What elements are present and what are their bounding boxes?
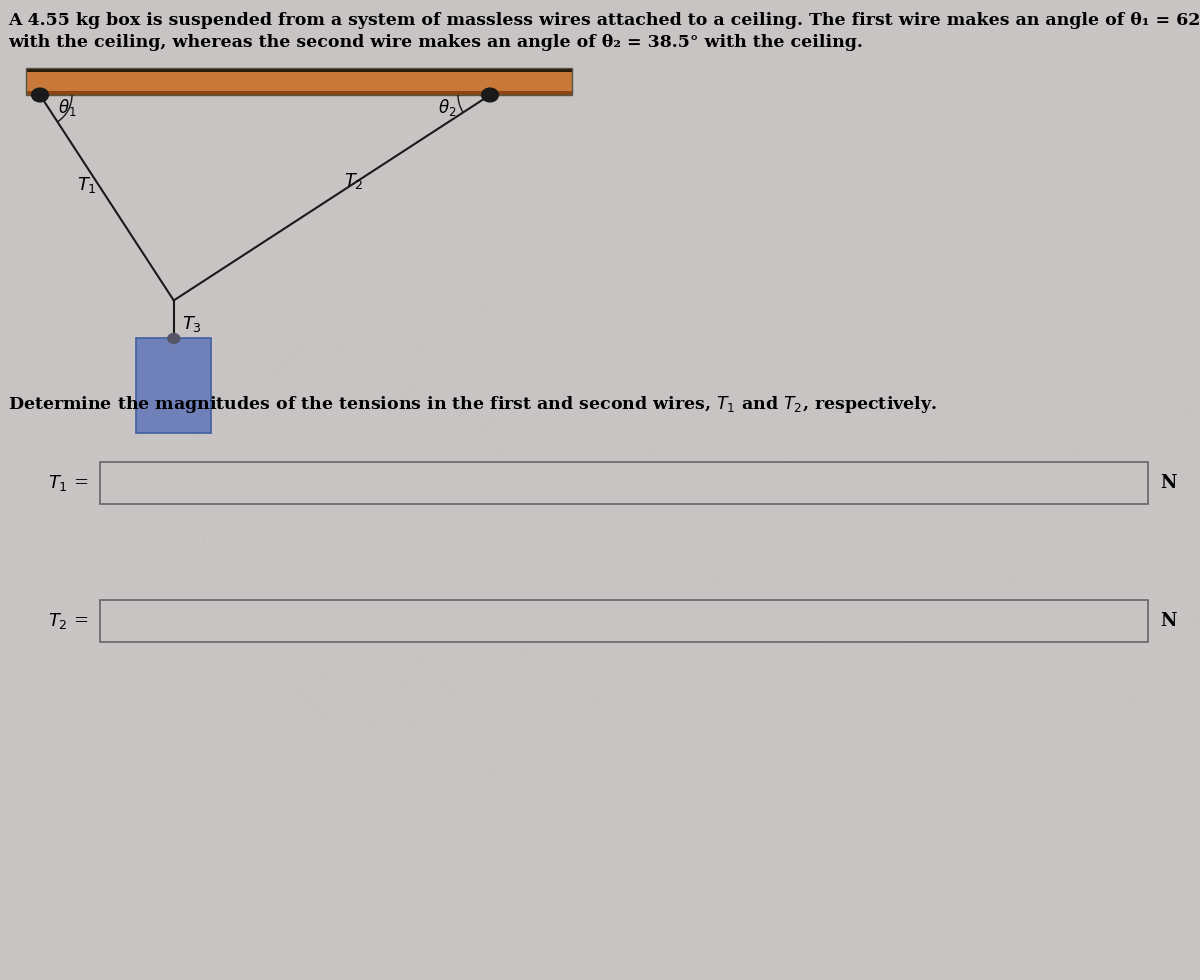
Text: $\theta_1$: $\theta_1$ bbox=[58, 97, 77, 118]
Text: $T_1$: $T_1$ bbox=[77, 174, 97, 195]
Circle shape bbox=[481, 88, 498, 102]
Bar bbox=[26, 73, 572, 91]
Bar bbox=[26, 91, 572, 95]
Bar bbox=[26, 68, 572, 95]
Bar bbox=[100, 600, 1148, 642]
Text: N: N bbox=[1160, 612, 1176, 630]
Text: $T_3$: $T_3$ bbox=[181, 315, 202, 334]
Text: with the ceiling, whereas the second wire makes an angle of θ₂ = 38.5° with the : with the ceiling, whereas the second wir… bbox=[8, 34, 863, 51]
Text: $T_2$: $T_2$ bbox=[344, 171, 364, 191]
Text: Determine the magnitudes of the tensions in the first and second wires, $T_1$ an: Determine the magnitudes of the tensions… bbox=[8, 394, 937, 415]
Text: N: N bbox=[1160, 474, 1176, 492]
Text: A 4.55 kg box is suspended from a system of massless wires attached to a ceiling: A 4.55 kg box is suspended from a system… bbox=[8, 12, 1200, 29]
Text: $T_2$ =: $T_2$ = bbox=[48, 611, 88, 631]
Bar bbox=[100, 462, 1148, 504]
Text: $\theta_2$: $\theta_2$ bbox=[438, 97, 456, 118]
Circle shape bbox=[31, 88, 48, 102]
Circle shape bbox=[168, 333, 180, 343]
Bar bbox=[26, 68, 572, 73]
Bar bbox=[137, 338, 211, 433]
Text: $T_1$ =: $T_1$ = bbox=[48, 473, 88, 493]
